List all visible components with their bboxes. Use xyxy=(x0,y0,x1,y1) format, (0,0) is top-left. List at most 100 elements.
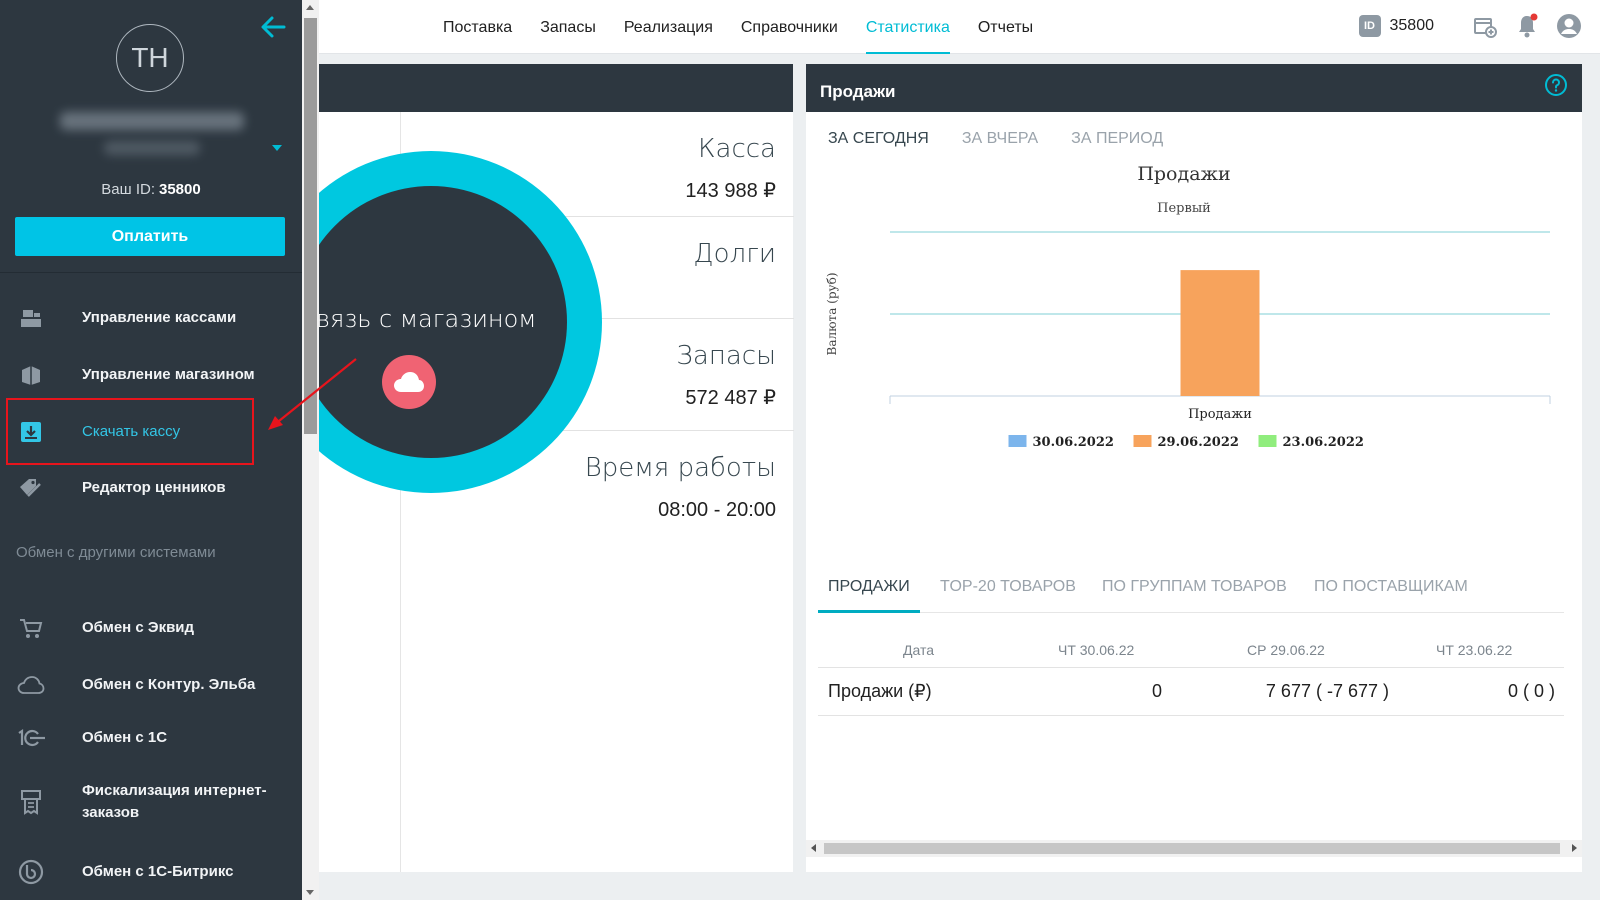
stat-debts-title: Долги xyxy=(693,239,776,269)
data-tabs: ПРОДАЖИ TOP-20 ТОВАРОВ ПО ГРУППАМ ТОВАРО… xyxy=(818,569,1564,613)
store-connection-label: вязь с магазином xyxy=(316,305,537,333)
sidebar-item-cash-registers[interactable]: Управление кассами xyxy=(0,298,302,338)
scroll-thumb[interactable] xyxy=(824,843,1560,854)
add-store-icon[interactable] xyxy=(1472,12,1498,40)
sidebar-item-1c[interactable]: Обмен с 1С xyxy=(0,718,302,758)
store-icon xyxy=(16,360,46,390)
stat-working-hours: Время работы 08:00 - 20:00 xyxy=(401,431,794,551)
tab-today[interactable]: ЗА СЕГОДНЯ xyxy=(828,130,929,147)
table-header: СР 29.06.22 xyxy=(1247,642,1325,658)
download-icon xyxy=(16,417,46,447)
cloud-icon xyxy=(16,670,46,700)
cart-icon xyxy=(16,613,46,643)
sidebar-item-bitrix[interactable]: Обмен с 1С-Битрикс xyxy=(0,852,302,892)
sidebar-item-label: Редактор ценников xyxy=(82,479,226,496)
cloud-icon[interactable] xyxy=(382,355,436,409)
sales-card-header: Продажи xyxy=(806,64,1582,112)
top-user-id: 35800 xyxy=(1389,17,1435,34)
sidebar-item-label: Обмен с Контур. Эльба xyxy=(82,676,256,693)
help-icon[interactable] xyxy=(1544,73,1568,97)
nav-stock[interactable]: Запасы xyxy=(540,19,596,36)
user-id: Ваш ID: 35800 xyxy=(0,181,302,198)
nav-reports[interactable]: Отчеты xyxy=(977,19,1034,36)
user-profile-icon[interactable] xyxy=(1556,12,1582,40)
bitrix-icon xyxy=(16,857,46,887)
sidebar-item-ecwid[interactable]: Обмен с Эквид xyxy=(0,608,302,648)
chart-subtitle: Первый xyxy=(1157,201,1211,216)
annotation-arrow-icon xyxy=(268,358,357,430)
horizontal-scrollbar[interactable] xyxy=(806,840,1582,857)
highlight-annotation-box xyxy=(6,398,254,465)
tab-by-groups[interactable]: ПО ГРУППАМ ТОВАРОВ xyxy=(1102,578,1287,595)
sidebar-item-label: Управление кассами xyxy=(82,309,237,326)
chart-legend-label: 30.06.2022 xyxy=(1033,435,1114,450)
store-card-header xyxy=(319,64,793,112)
chevron-down-icon[interactable] xyxy=(272,145,282,151)
sidebar-item-label: Обмен с 1С xyxy=(82,729,168,746)
tab-yesterday[interactable]: ЗА ВЧЕРА xyxy=(961,130,1039,147)
chart-bar xyxy=(1180,270,1260,396)
table-row: Продажи (₽) 0 7 677 ( -7 677 ) 0 ( 0 ) xyxy=(818,668,1564,716)
scroll-down-icon[interactable] xyxy=(306,890,314,895)
sidebar-divider xyxy=(0,272,302,273)
sidebar-item-label: Обмен с 1С-Битрикс xyxy=(82,863,234,880)
main-nav: Поставка Запасы Реализация Справочники С… xyxy=(443,0,1061,54)
chart-legend-label: 23.06.2022 xyxy=(1283,435,1364,450)
chart-title: Продажи xyxy=(1137,163,1230,185)
sidebar-item-price-tags[interactable]: Редактор ценников xyxy=(0,468,302,508)
nav-directories[interactable]: Справочники xyxy=(740,19,838,36)
bell-icon[interactable] xyxy=(1514,12,1540,40)
nav-sales[interactable]: Реализация xyxy=(623,19,713,36)
receipt-icon xyxy=(16,787,46,817)
sidebar-item-fiscalization[interactable]: Фискализация интернет-заказов xyxy=(0,778,302,826)
sales-chart: Продажи Первый Валюта (руб) Продажи 30.06.20… xyxy=(806,156,1582,536)
onec-icon xyxy=(16,723,46,753)
chart-legend-swatch xyxy=(1258,435,1277,447)
stat-hours-title: Время работы xyxy=(584,453,776,483)
id-icon: ID xyxy=(1358,15,1381,37)
stat-stock-value: 572 487 ₽ xyxy=(685,387,776,409)
table-cell: 7 677 ( -7 677 ) xyxy=(1265,681,1389,701)
tab-period[interactable]: ЗА ПЕРИОД xyxy=(1071,130,1164,147)
cash-register-icon xyxy=(16,303,46,333)
scroll-right-icon[interactable] xyxy=(1572,844,1577,852)
nav-supply[interactable]: Поставка xyxy=(443,19,513,36)
store-stats: Касса 143 988 ₽ Долги Запасы 572 487 ₽ В… xyxy=(400,112,794,872)
store-connection-inner xyxy=(295,186,567,458)
chart-legend-label: 29.06.2022 xyxy=(1158,435,1239,450)
chart-legend-swatch xyxy=(1008,435,1027,447)
sidebar-scroll-thumb[interactable] xyxy=(304,18,317,434)
scroll-up-icon[interactable] xyxy=(306,5,314,10)
table-header-row: Дата ЧТ 30.06.22 СР 29.06.22 ЧТ 23.06.22 xyxy=(818,642,1564,668)
nav-statistics[interactable]: Статистика xyxy=(865,0,950,54)
stat-cash-title: Касса xyxy=(698,134,776,164)
sidebar-item-store[interactable]: Управление магазином xyxy=(0,355,302,395)
chart-x-tick-label: Продажи xyxy=(1188,407,1252,422)
pay-button[interactable]: Оплатить xyxy=(15,217,285,256)
table-header: ЧТ 30.06.22 xyxy=(1058,642,1135,658)
sidebar-item-label: Скачать кассу xyxy=(82,423,181,440)
sidebar-scrollbar[interactable] xyxy=(302,0,319,900)
tab-top20[interactable]: TOP-20 ТОВАРОВ xyxy=(940,578,1076,595)
stat-hours-value: 08:00 - 20:00 xyxy=(658,499,776,521)
user-id-label: Ваш ID: xyxy=(101,181,155,198)
tab-sales[interactable]: ПРОДАЖИ xyxy=(818,569,920,613)
scroll-left-icon[interactable] xyxy=(811,844,816,852)
period-tabs: ЗА СЕГОДНЯ ЗА ВЧЕРА ЗА ПЕРИОД xyxy=(828,130,1196,148)
user-id-value: 35800 xyxy=(159,181,201,198)
sidebar-item-label: Фискализация интернет-заказов xyxy=(82,782,267,821)
sidebar-item-download-cash[interactable]: Скачать кассу xyxy=(0,412,302,452)
table-cell: Продажи (₽) xyxy=(828,681,932,701)
table-header: Дата xyxy=(903,642,935,658)
tab-by-suppliers[interactable]: ПО ПОСТАВЩИКАМ xyxy=(1314,578,1468,595)
sidebar-item-label: Управление магазином xyxy=(82,366,255,383)
blurred-user-name xyxy=(60,112,244,130)
stat-stock-title: Запасы xyxy=(676,341,776,371)
sidebar: TH Ваш ID: 35800 Оплатить Управление касс… xyxy=(0,0,302,900)
top-right-tools: ID 35800 xyxy=(1358,12,1583,40)
chart-legend-swatch xyxy=(1133,435,1152,447)
back-arrow-icon[interactable] xyxy=(258,12,288,42)
table-cell: 0 ( 0 ) xyxy=(1507,681,1555,701)
table-header: ЧТ 23.06.22 xyxy=(1436,642,1513,658)
sidebar-item-elba[interactable]: Обмен с Контур. Эльба xyxy=(0,665,302,705)
